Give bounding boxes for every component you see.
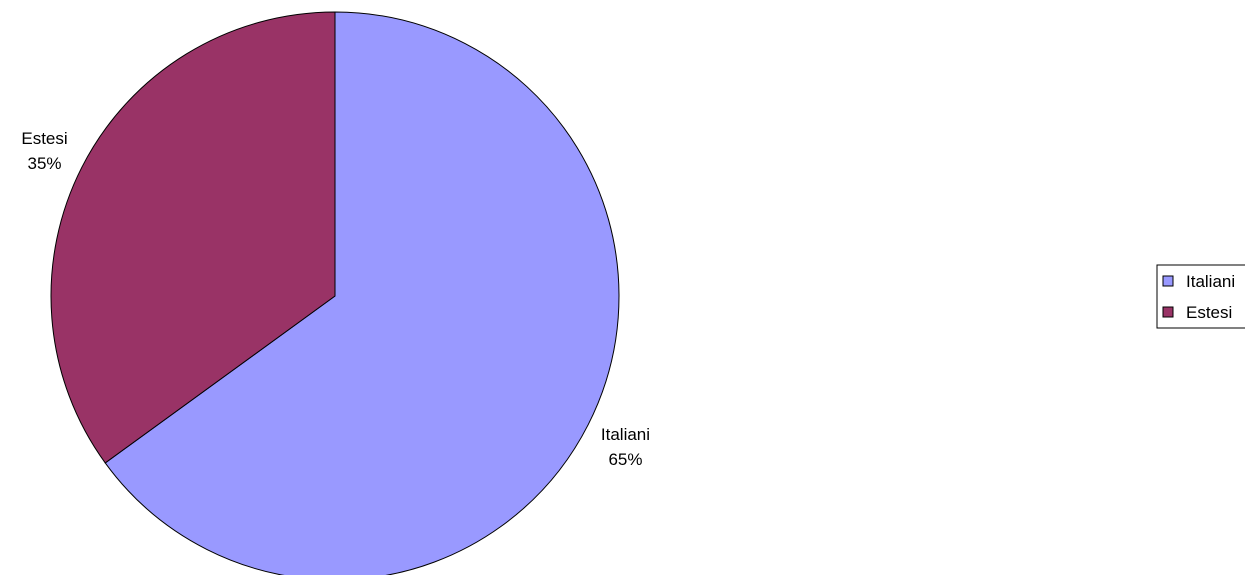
legend-swatch-italiani [1162, 275, 1174, 287]
legend-swatch-estesi [1162, 306, 1174, 318]
data-label-italiani: Italiani 65% [601, 425, 650, 469]
legend: Italiani Estesi [1156, 264, 1245, 329]
data-label-percent: 35% [28, 154, 62, 173]
pie-slices [50, 11, 620, 575]
data-label-name: Estesi [21, 129, 67, 148]
pie-slice-italiani [104, 11, 620, 575]
data-label-estesi: Estesi 35% [21, 129, 67, 173]
data-label-percent: 65% [608, 450, 642, 469]
legend-label-estesi: Estesi [1186, 303, 1232, 322]
data-label-name: Italiani [601, 425, 650, 444]
pie-slice-estesi [50, 11, 336, 464]
data-labels: Italiani 65% Estesi 35% [21, 129, 650, 469]
legend-label-italiani: Italiani [1186, 272, 1235, 291]
